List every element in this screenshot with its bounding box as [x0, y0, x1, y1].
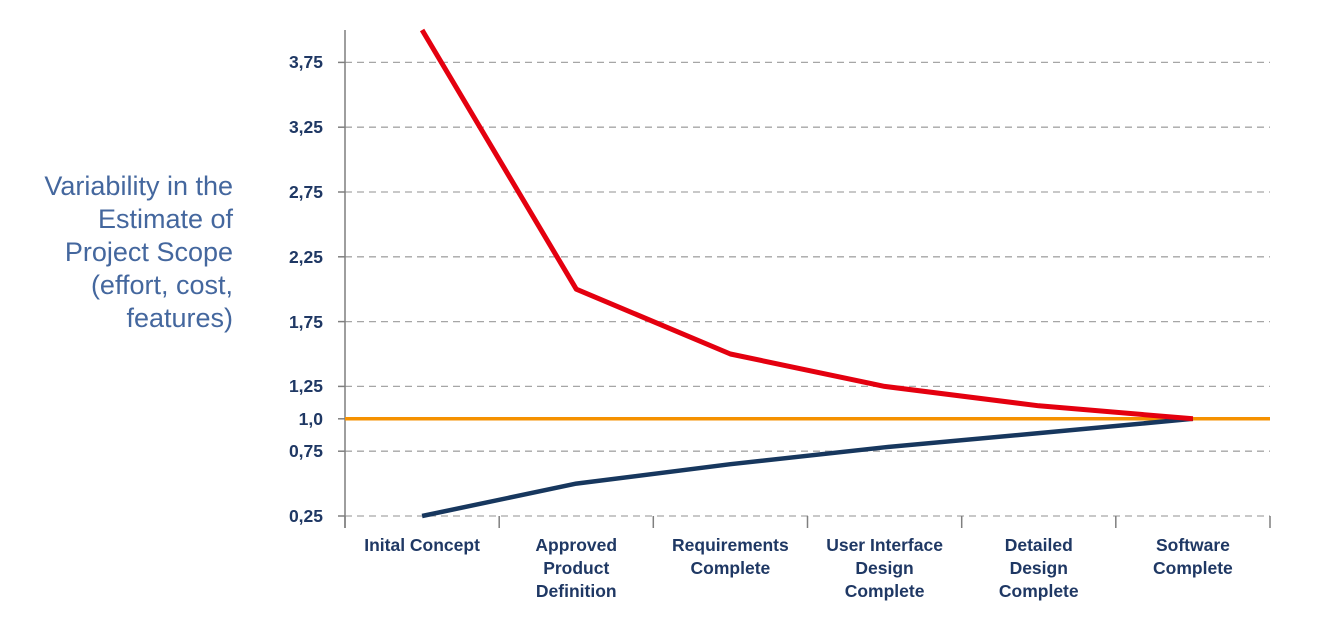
y-tick-label: 3,75 — [288, 52, 323, 73]
y-axis-title: Variability in the Estimate of Project S… — [44, 171, 233, 333]
x-category-label: Approved Product Definition — [535, 535, 618, 601]
y-tick-label: 1,25 — [288, 376, 323, 397]
series-upper-estimate-bound-line — [419, 28, 1194, 422]
x-category-label: Inital Concept — [364, 535, 480, 555]
y-tick-label: 0,25 — [288, 506, 323, 526]
x-category-label: Detailed Design Complete — [998, 535, 1079, 601]
x-axis-category-labels: Inital Concept Approved Product Definitio… — [345, 534, 1270, 634]
chart-svg — [338, 28, 1271, 528]
y-tick-label: 1,0 — [298, 408, 323, 429]
y-tick-label: 2,75 — [288, 182, 323, 202]
y-tick-label: 0,75 — [288, 441, 323, 462]
series-lower-estimate-bound-line — [421, 416, 1194, 519]
x-category-label: Software Complete — [1153, 535, 1233, 578]
y-axis-tick-labels: 3,75 3,25 2,75 2,25 1,75 1,25 1,0 0,75 0,25 — [240, 0, 335, 644]
y-tick-label: 3,25 — [288, 117, 323, 138]
x-category-label: Requirements Complete — [672, 535, 789, 578]
x-category-label: User Interface Design Complete — [826, 535, 943, 601]
y-tick-label: 1,75 — [288, 311, 323, 332]
plot-area — [338, 28, 1271, 528]
y-tick-label: 2,25 — [288, 246, 323, 267]
